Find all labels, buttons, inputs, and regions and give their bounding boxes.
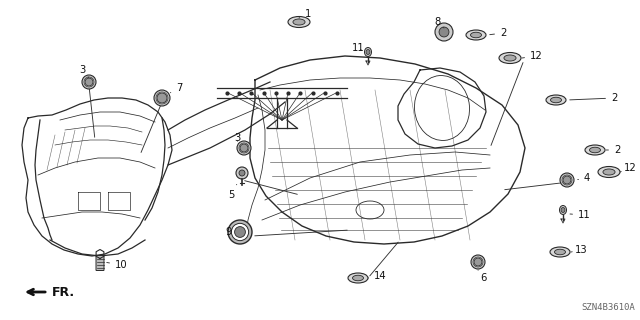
Circle shape [228, 220, 252, 244]
Circle shape [435, 23, 453, 41]
Text: 11: 11 [570, 210, 591, 220]
Circle shape [157, 93, 167, 103]
Ellipse shape [353, 275, 364, 281]
Circle shape [563, 176, 571, 184]
Circle shape [156, 92, 168, 104]
Circle shape [85, 78, 93, 86]
Ellipse shape [365, 47, 371, 57]
Ellipse shape [470, 32, 481, 38]
Text: 12: 12 [522, 51, 543, 61]
Text: 4: 4 [578, 173, 590, 183]
Circle shape [237, 141, 251, 155]
Ellipse shape [585, 145, 605, 155]
Circle shape [471, 255, 485, 269]
Text: 2: 2 [490, 28, 506, 38]
Text: 11: 11 [352, 43, 365, 53]
Text: 2: 2 [570, 93, 618, 103]
Text: 13: 13 [571, 245, 588, 255]
Circle shape [84, 77, 94, 87]
Circle shape [439, 27, 449, 37]
Ellipse shape [546, 95, 566, 105]
Circle shape [474, 258, 482, 266]
Text: 14: 14 [368, 271, 387, 281]
Text: 9: 9 [225, 227, 232, 237]
Text: 1: 1 [299, 9, 312, 19]
Circle shape [232, 223, 249, 241]
Text: 3: 3 [234, 133, 240, 143]
Text: 7: 7 [170, 83, 182, 93]
Circle shape [239, 170, 245, 176]
Ellipse shape [499, 52, 521, 63]
Circle shape [239, 143, 249, 153]
Ellipse shape [598, 166, 620, 178]
Text: 2: 2 [606, 145, 620, 155]
Ellipse shape [554, 249, 566, 255]
Ellipse shape [466, 30, 486, 40]
Ellipse shape [559, 205, 566, 214]
Circle shape [82, 75, 96, 89]
Text: 8: 8 [434, 17, 444, 28]
Text: 12: 12 [620, 163, 637, 173]
Text: SZN4B3610A: SZN4B3610A [581, 303, 635, 312]
Text: 5: 5 [228, 184, 237, 200]
Circle shape [240, 144, 248, 152]
Ellipse shape [603, 169, 615, 175]
Ellipse shape [348, 273, 368, 283]
Ellipse shape [288, 17, 310, 28]
FancyBboxPatch shape [96, 255, 104, 270]
Text: 10: 10 [107, 260, 127, 270]
Text: 3: 3 [79, 65, 89, 78]
Text: FR.: FR. [52, 285, 75, 299]
Ellipse shape [504, 55, 516, 61]
Ellipse shape [293, 19, 305, 25]
Text: 6: 6 [478, 270, 486, 283]
Circle shape [235, 227, 245, 237]
Circle shape [560, 173, 574, 187]
Ellipse shape [550, 247, 570, 257]
Ellipse shape [366, 50, 370, 54]
Circle shape [473, 257, 483, 267]
Ellipse shape [561, 207, 565, 212]
Circle shape [236, 167, 248, 179]
Circle shape [154, 90, 170, 106]
Ellipse shape [550, 97, 561, 103]
Ellipse shape [589, 147, 600, 153]
Circle shape [562, 175, 572, 185]
